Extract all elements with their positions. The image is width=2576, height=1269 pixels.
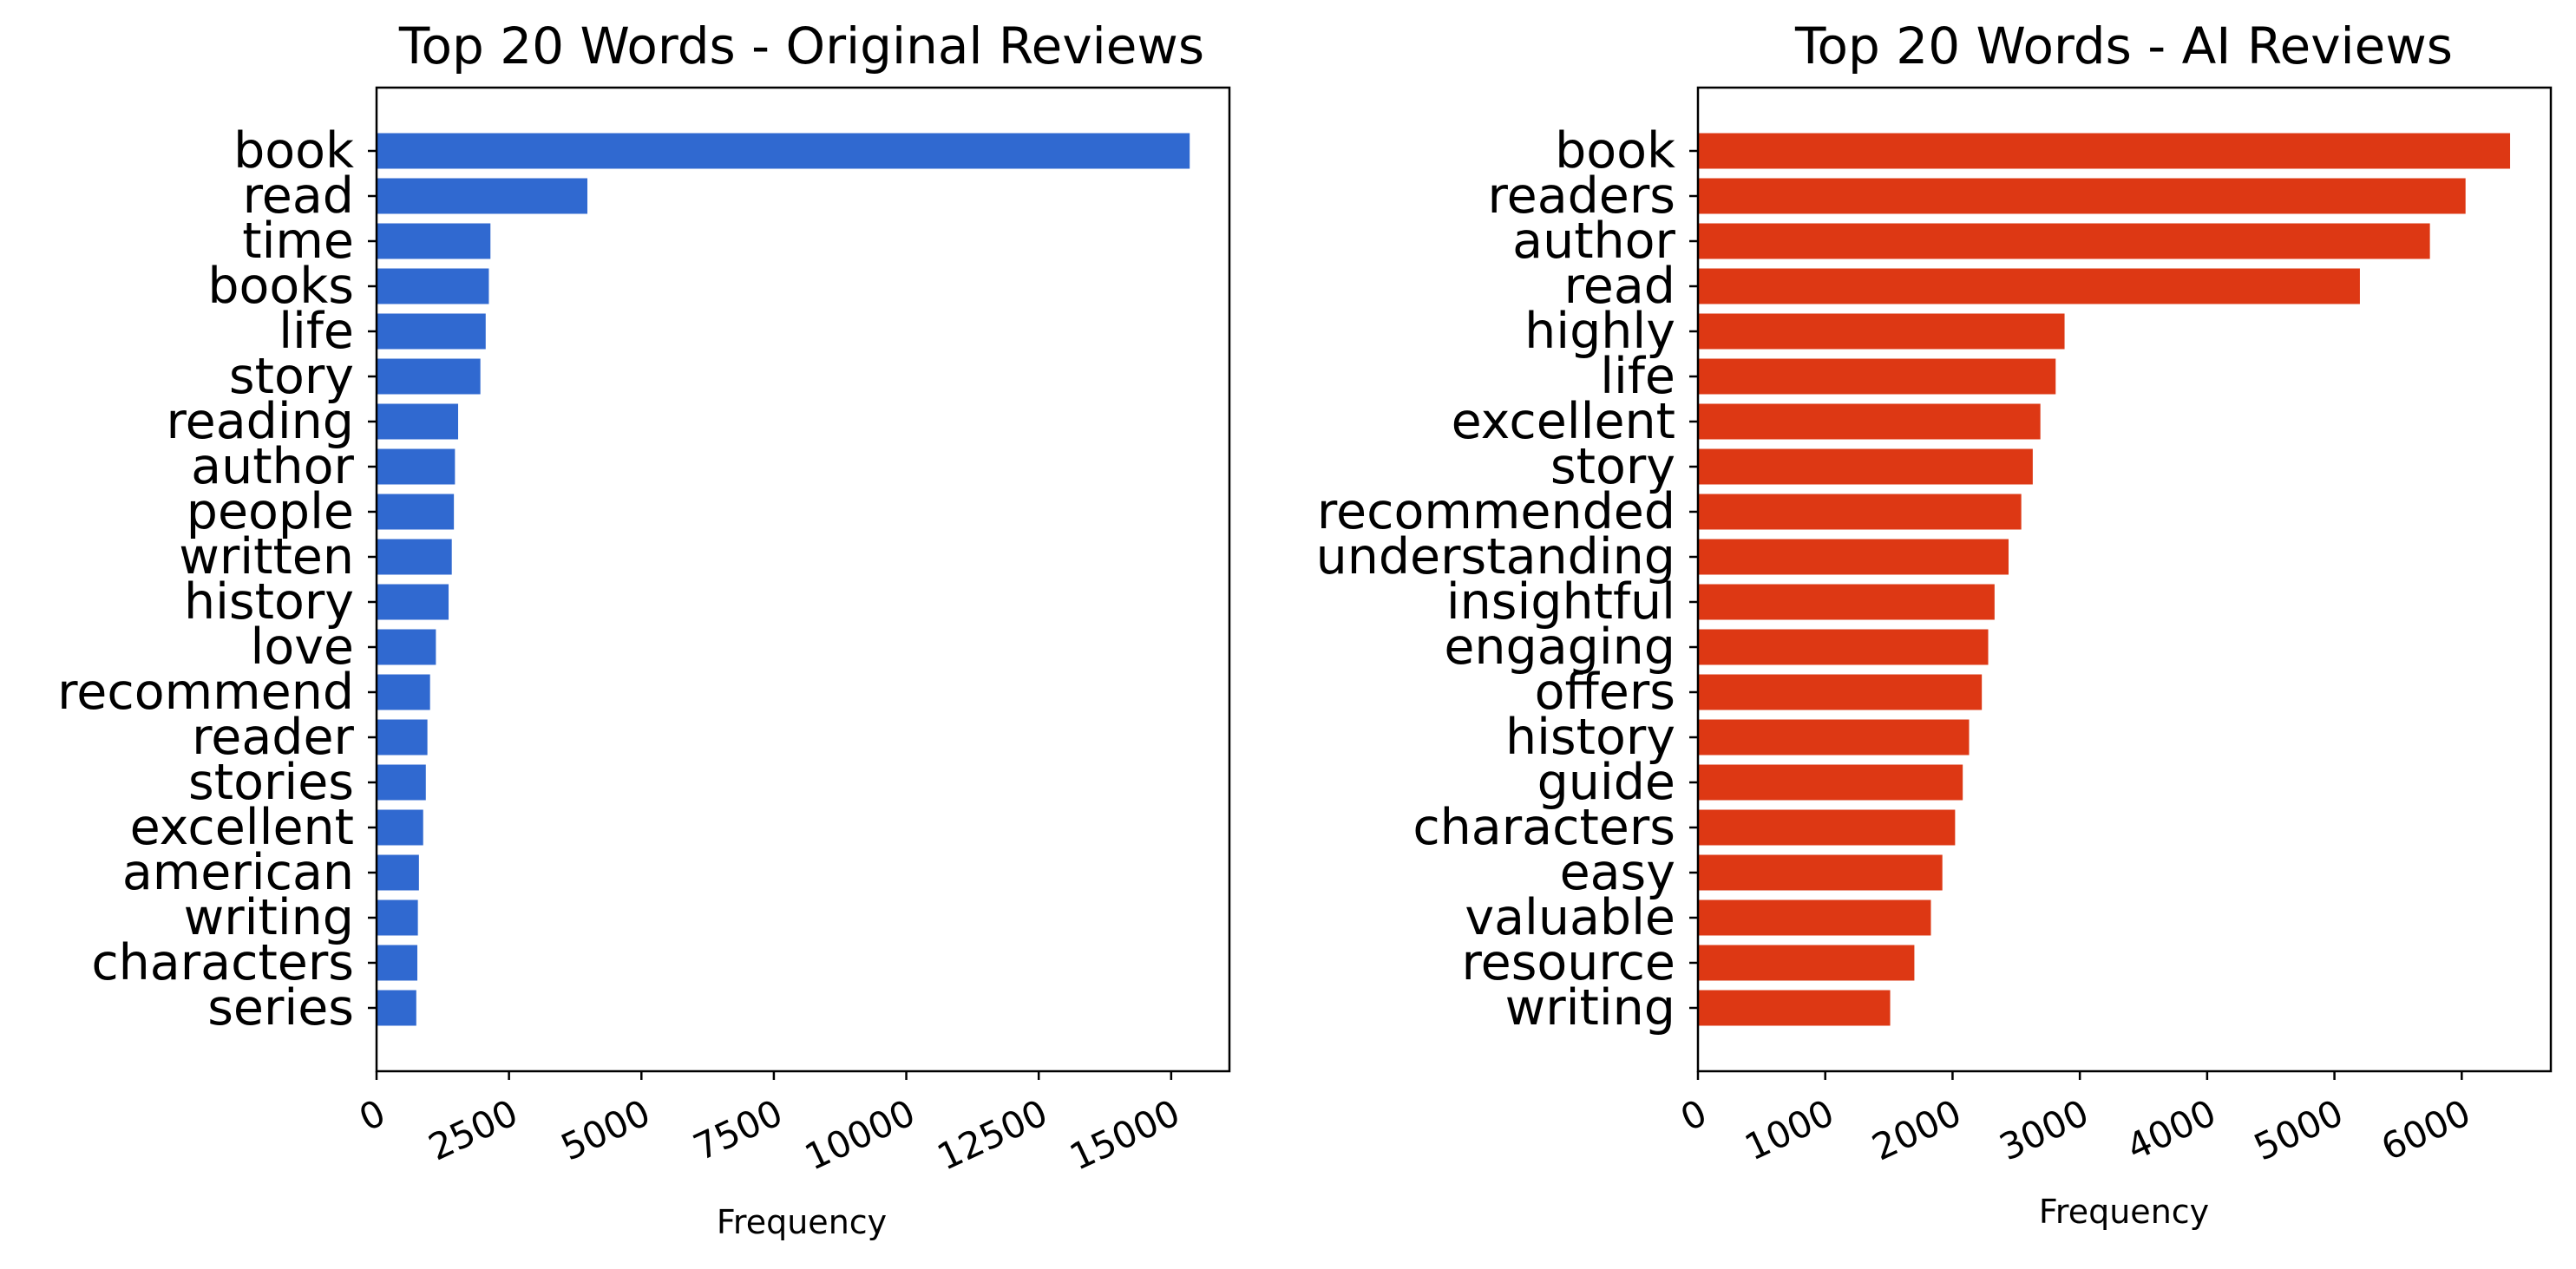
y-tick-label: writing	[184, 889, 354, 946]
y-tick-label: life	[279, 303, 354, 360]
y-tick-label: highly	[1524, 303, 1675, 360]
y-tick-label: characters	[91, 934, 354, 991]
y-tick-label: engaging	[1444, 618, 1675, 676]
y-tick-label: life	[1600, 348, 1675, 405]
y-tick-label: offers	[1535, 664, 1675, 721]
bar-excellent	[377, 809, 423, 846]
y-tick-label: understanding	[1316, 528, 1675, 585]
bar-story	[1698, 448, 2033, 485]
bar-reading	[377, 403, 459, 440]
y-tick-label: valuable	[1465, 889, 1675, 946]
bar-writing	[377, 899, 418, 936]
y-tick-label: recommend	[57, 664, 354, 721]
bar-author	[1698, 223, 2430, 259]
bar-readers	[1698, 178, 2466, 214]
category-labels: bookreadtimebookslifestoryreadingauthorp…	[57, 122, 377, 1037]
y-tick-label: history	[1505, 709, 1675, 766]
bar-book	[377, 133, 1190, 169]
y-tick-label: written	[179, 528, 354, 585]
x-axis-label: Frequency	[717, 1203, 887, 1241]
bar-guide	[1698, 764, 1963, 801]
y-tick-label: books	[207, 258, 354, 315]
bar-highly	[1698, 313, 2065, 350]
chart-title: Top 20 Words - Original Reviews	[398, 16, 1204, 75]
bar-history	[1698, 719, 1970, 756]
y-tick-label: love	[250, 618, 354, 676]
y-tick-label: easy	[1560, 844, 1675, 901]
y-tick-label: story	[229, 348, 354, 405]
y-tick-label: book	[233, 122, 354, 180]
bar-time	[377, 223, 491, 259]
bar-book	[1698, 133, 2511, 169]
bar-excellent	[1698, 403, 2041, 440]
y-tick-label: people	[187, 483, 354, 540]
plot-frame	[375, 86, 1231, 1073]
y-tick-label: insightful	[1446, 573, 1675, 631]
bar-life	[377, 313, 486, 350]
bar-reader	[377, 719, 428, 756]
bar-read	[1698, 268, 2360, 304]
bar-offers	[1698, 674, 1983, 710]
category-labels: bookreadersauthorreadhighlylifeexcellent…	[1316, 122, 1698, 1037]
original-reviews-chart: Top 20 Words - Original Reviews bookread…	[57, 16, 1231, 1241]
bar-group	[377, 133, 1190, 1026]
bar-stories	[377, 764, 426, 801]
y-tick-label: series	[207, 979, 354, 1037]
bar-books	[377, 268, 489, 304]
chart-title: Top 20 Words - AI Reviews	[1794, 16, 2453, 75]
bar-american	[377, 854, 419, 891]
bar-recommend	[377, 674, 430, 710]
y-tick-label: recommended	[1317, 483, 1675, 540]
bar-life	[1698, 358, 2056, 395]
bar-easy	[1698, 854, 1943, 891]
bar-history	[377, 584, 449, 620]
bar-characters	[1698, 809, 1956, 846]
bar-series	[377, 990, 416, 1026]
y-tick-label: author	[191, 438, 354, 495]
x-axis-label: Frequency	[2039, 1193, 2209, 1231]
y-tick-label: book	[1555, 122, 1675, 180]
ai-reviews-chart: Top 20 Words - AI Reviews bookreadersaut…	[1316, 16, 2553, 1231]
y-tick-label: history	[184, 573, 354, 631]
bar-valuable	[1698, 899, 1931, 936]
bar-people	[377, 494, 455, 530]
y-tick-label: story	[1550, 438, 1675, 495]
y-tick-label: excellent	[1452, 393, 1675, 450]
y-tick-label: reading	[166, 393, 354, 450]
y-tick-label: resource	[1461, 934, 1675, 991]
bar-characters	[377, 945, 418, 981]
y-tick-label: characters	[1413, 799, 1675, 856]
bar-read	[377, 178, 588, 214]
bar-recommended	[1698, 494, 2022, 530]
bar-author	[377, 448, 456, 485]
bar-group	[1698, 133, 2511, 1026]
bar-written	[377, 539, 452, 575]
plot-frame	[1696, 86, 2553, 1073]
bar-story	[377, 358, 481, 395]
y-tick-label: writing	[1505, 979, 1675, 1037]
y-tick-label: time	[242, 213, 354, 270]
y-tick-label: reader	[192, 709, 354, 766]
y-tick-label: read	[243, 167, 354, 225]
y-tick-label: american	[122, 844, 354, 901]
bar-understanding	[1698, 539, 2009, 575]
y-tick-label: author	[1512, 213, 1675, 270]
y-tick-label: excellent	[130, 799, 354, 856]
y-tick-label: stories	[188, 754, 354, 811]
bar-insightful	[1698, 584, 1995, 620]
y-tick-label: read	[1564, 258, 1675, 315]
y-tick-label: guide	[1537, 754, 1675, 811]
bar-engaging	[1698, 629, 1989, 665]
y-tick-label: readers	[1487, 167, 1675, 225]
bar-resource	[1698, 945, 1915, 981]
bar-love	[377, 629, 436, 665]
bar-writing	[1698, 990, 1891, 1026]
